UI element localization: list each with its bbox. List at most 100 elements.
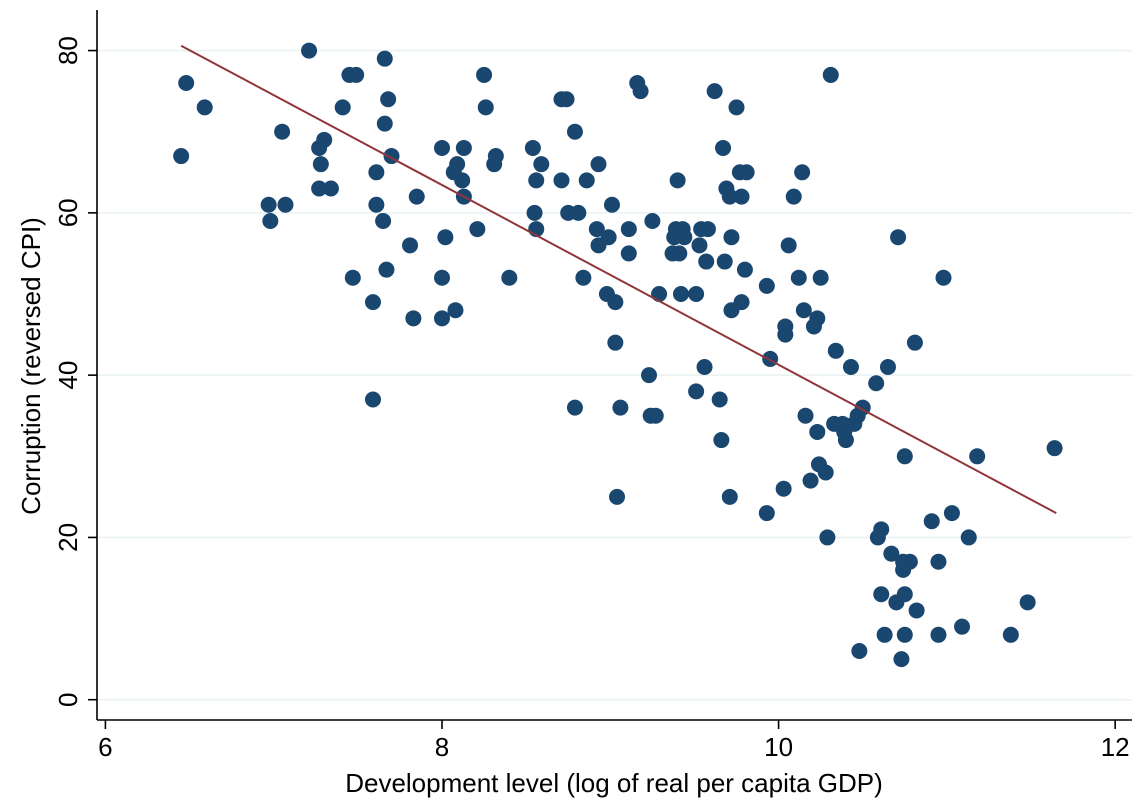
data-point (676, 229, 693, 246)
data-point (896, 586, 913, 603)
data-point (316, 131, 333, 148)
data-point (669, 172, 686, 189)
data-point (935, 269, 952, 286)
data-point (893, 651, 910, 668)
data-point (672, 286, 689, 302)
data-point (809, 310, 826, 327)
data-point (1019, 594, 1036, 611)
y-tick-label: 80 (53, 36, 83, 65)
data-point (603, 196, 620, 213)
data-point (274, 123, 291, 140)
data-point (969, 448, 986, 465)
data-point (375, 212, 392, 229)
data-point (590, 156, 607, 173)
data-point (795, 302, 812, 319)
data-point (851, 643, 868, 660)
data-point (376, 50, 393, 67)
data-point (449, 156, 466, 173)
data-point (437, 229, 454, 246)
data-points (173, 42, 1063, 668)
x-tick-label: 6 (98, 732, 112, 762)
data-point (447, 302, 464, 319)
data-point (930, 626, 947, 643)
data-point (600, 229, 617, 246)
data-point (688, 383, 705, 400)
data-point (487, 148, 504, 165)
x-tick-label: 10 (764, 732, 793, 762)
data-point (822, 66, 839, 83)
data-point (173, 148, 190, 165)
data-point (434, 269, 450, 286)
data-point (365, 294, 381, 311)
y-tick-label: 40 (53, 361, 83, 390)
data-point (706, 83, 723, 100)
data-point (260, 196, 277, 213)
data-point (868, 375, 885, 392)
data-point (526, 204, 543, 221)
data-point (879, 359, 896, 376)
data-point (575, 269, 592, 286)
data-point (607, 294, 624, 311)
data-point (691, 237, 708, 254)
data-point (528, 172, 545, 189)
data-point (733, 188, 750, 205)
data-point (688, 286, 705, 302)
data-point (380, 91, 397, 108)
data-point (721, 488, 738, 505)
data-point (960, 529, 977, 546)
data-point (901, 553, 918, 570)
data-point (607, 334, 624, 351)
data-point (827, 342, 844, 359)
data-point (699, 221, 716, 238)
data-point (873, 586, 890, 603)
data-point (797, 407, 814, 424)
data-point (612, 399, 629, 416)
data-point (809, 423, 826, 440)
data-point (923, 513, 940, 530)
data-point (408, 188, 425, 205)
data-point (698, 253, 715, 270)
data-point (558, 91, 575, 108)
data-point (728, 99, 745, 116)
axis-ticks: 0 20 40 60 80 6 8 10 12 (53, 36, 1130, 762)
data-point (790, 269, 807, 286)
data-point (632, 83, 649, 100)
data-point (890, 229, 907, 246)
data-point (434, 310, 450, 327)
grid-lines (97, 49, 1132, 701)
data-point (476, 66, 493, 83)
data-point (501, 269, 518, 286)
data-point (713, 432, 730, 449)
data-point (671, 245, 688, 262)
data-point (896, 626, 913, 643)
data-point (696, 359, 713, 376)
x-tick-label: 8 (435, 732, 449, 762)
data-point (817, 464, 834, 481)
data-point (873, 521, 890, 538)
data-point (780, 237, 797, 254)
data-point (434, 139, 450, 156)
data-point (620, 221, 637, 238)
data-point (896, 448, 913, 465)
data-point (794, 164, 811, 181)
data-point (178, 75, 195, 92)
data-point (762, 350, 779, 367)
y-tick-label: 0 (53, 692, 83, 706)
data-point (758, 505, 775, 522)
data-point (277, 196, 294, 213)
y-axis-title: Corruption (reversed CPI) (16, 217, 46, 515)
data-point (262, 212, 279, 229)
data-point (620, 245, 637, 262)
data-point (566, 123, 583, 140)
data-point (721, 188, 738, 205)
data-point (715, 139, 732, 156)
data-point (647, 407, 664, 424)
x-axis-title: Development level (log of real per capit… (345, 768, 883, 798)
data-point (651, 286, 668, 302)
data-point (378, 261, 395, 278)
data-point (454, 172, 471, 189)
data-point (311, 180, 328, 197)
y-tick-label: 20 (53, 523, 83, 552)
data-point (785, 188, 802, 205)
